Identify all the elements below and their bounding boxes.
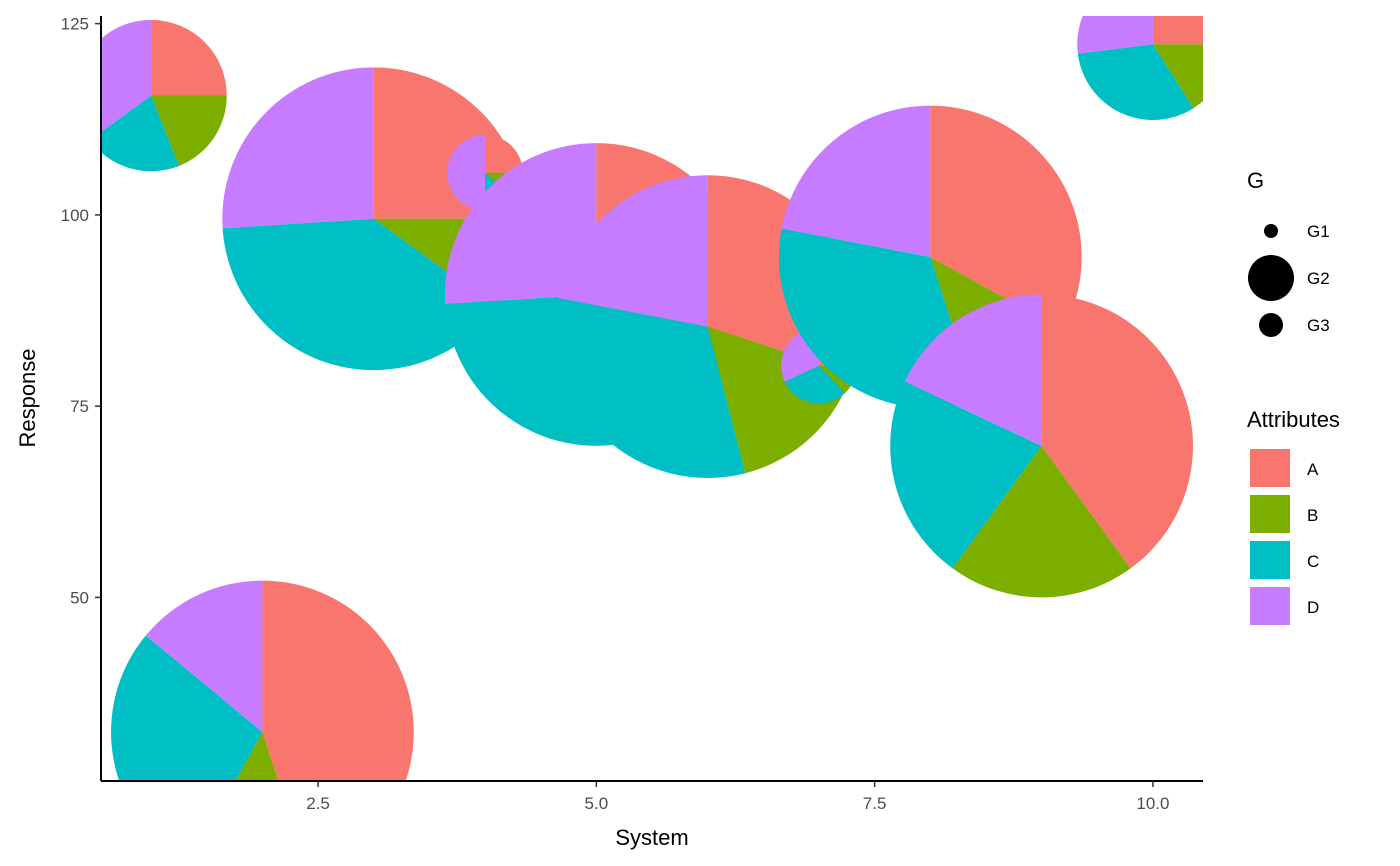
legend-size-label: G3 (1307, 316, 1330, 335)
legend-attributes-label: D (1307, 598, 1319, 617)
legend-size-title: G (1247, 168, 1264, 193)
y-tick-label: 75 (70, 397, 89, 416)
legend-size: G G1 G2 G3 (1247, 168, 1330, 337)
y-tick-label: 50 (70, 588, 89, 607)
y-tick-label: 125 (61, 15, 89, 34)
legend-size-key-g2 (1248, 255, 1294, 301)
pie-slice-d (145, 580, 263, 733)
pie-slice-b (952, 445, 1131, 598)
pie-slice-d (101, 19, 152, 132)
x-tick-label: 2.5 (306, 794, 330, 813)
axis-ticks: 2.5 5.0 7.5 10.0 50 75 100 125 (61, 15, 1170, 813)
x-tick-label: 7.5 (863, 794, 887, 813)
legend-size-key-g1 (1264, 224, 1278, 238)
legend-size-label: G2 (1307, 269, 1330, 288)
pie-system-9 (890, 294, 1193, 598)
y-tick-label: 100 (61, 206, 89, 225)
pie-slice-b (1152, 44, 1203, 109)
legend-attributes-label: B (1307, 506, 1318, 525)
pie-system-2 (111, 580, 414, 781)
pie-slice-a (151, 19, 227, 96)
x-axis-title: System (615, 825, 688, 850)
pie-system-10 (1077, 16, 1203, 120)
pie-slice-c (222, 218, 497, 371)
legend-attributes-title: Attributes (1247, 407, 1340, 432)
pie-slice-a (262, 580, 414, 781)
y-axis-title: Response (15, 348, 40, 447)
pie-slice-c (111, 635, 263, 781)
pie-slice-d (1077, 16, 1153, 54)
pie-slice-d (781, 105, 931, 257)
pie-slice-c (890, 381, 1042, 569)
legend-attributes-label: A (1307, 460, 1319, 479)
pie-system-1 (101, 19, 227, 172)
x-tick-label: 5.0 (585, 794, 609, 813)
pie-slice-c (556, 298, 746, 478)
legend-size-key-g3 (1259, 313, 1283, 337)
pie-slice-b (151, 95, 227, 166)
pie-slice-a (485, 134, 523, 173)
pie-slice-d (444, 143, 597, 304)
axes (100, 16, 1203, 782)
pie-slice-c (1077, 44, 1194, 120)
pie-slice-c (784, 365, 845, 404)
x-tick-label: 10.0 (1136, 794, 1169, 813)
pie-slice-b (235, 732, 279, 781)
pie-slice-d (447, 134, 486, 211)
pie-slice-d (904, 294, 1042, 446)
pie-markers (101, 16, 1203, 781)
pie-slice-d (558, 175, 708, 327)
legend-size-label: G1 (1307, 222, 1330, 241)
pie-slice-a (930, 105, 1082, 330)
pie-slice-c (101, 95, 179, 172)
legend-key-c (1250, 541, 1290, 579)
legend-key-a (1250, 449, 1290, 487)
legend-key-d (1250, 587, 1290, 625)
pie-slice-a (1041, 294, 1193, 569)
legend-attributes-label: C (1307, 552, 1319, 571)
legend-attributes: Attributes A B C D (1247, 407, 1340, 625)
pie-system-3 (222, 67, 526, 371)
pie-slice-a (1152, 16, 1203, 45)
legend-key-b (1250, 495, 1290, 533)
pie-slice-d (222, 67, 374, 229)
